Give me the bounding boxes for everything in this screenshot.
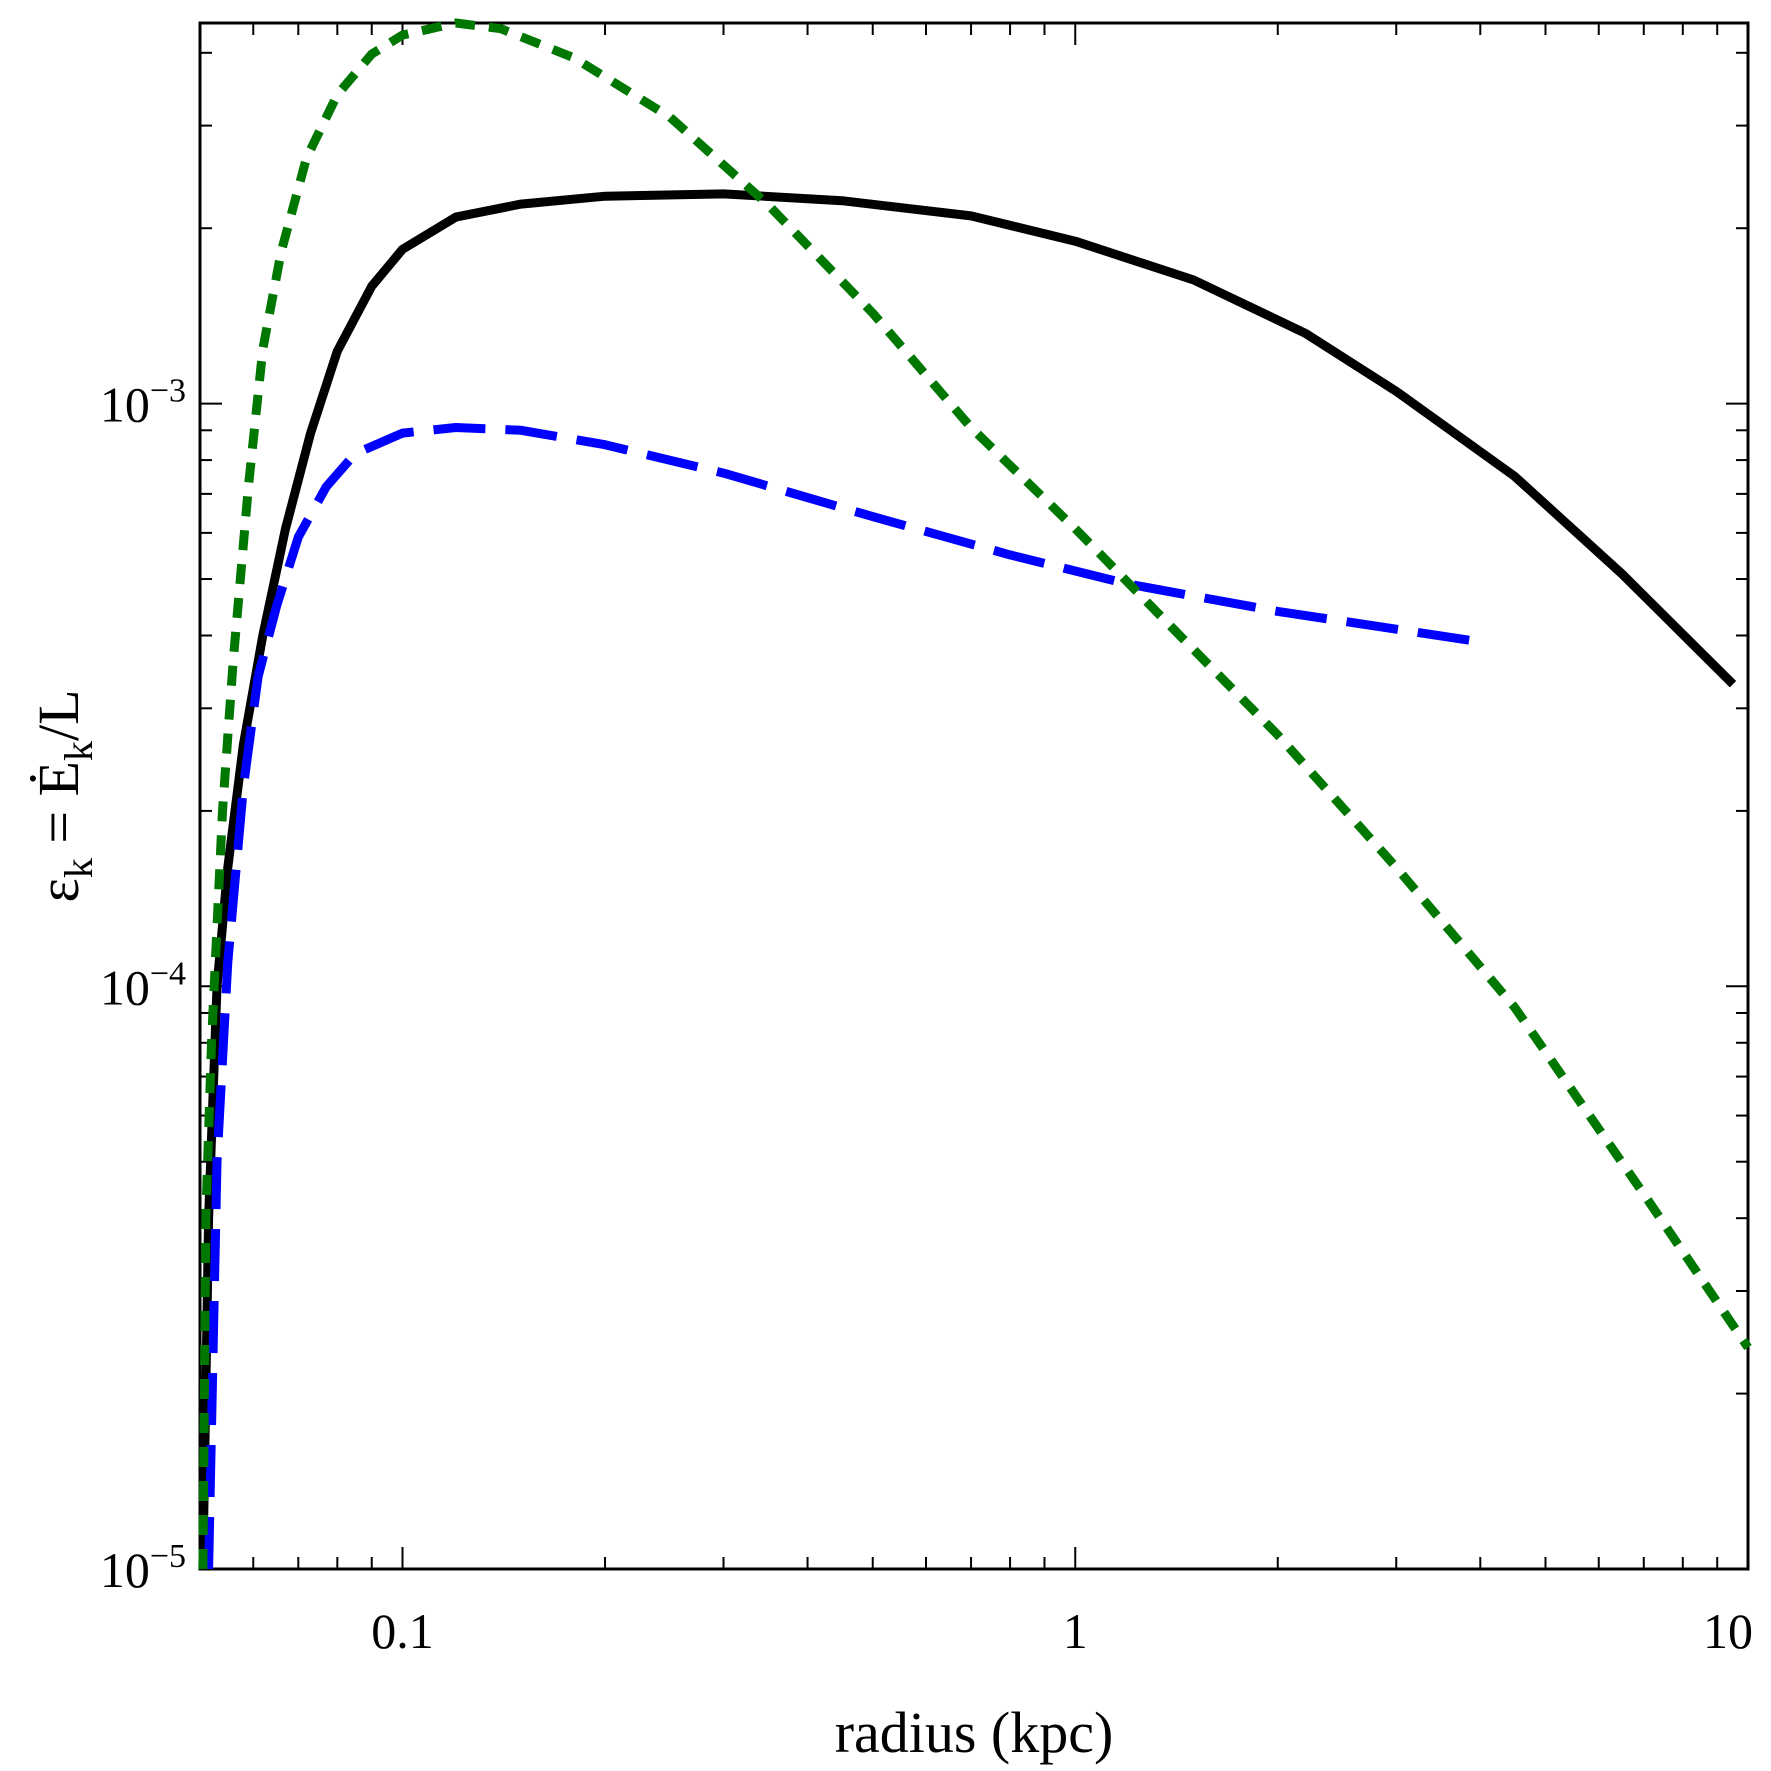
series-line-dashed	[204, 423, 1481, 1570]
y-tick-label: 10−3	[100, 373, 186, 433]
y-tick-label: 10−4	[100, 955, 186, 1015]
y-label-edot: Ė	[26, 761, 91, 796]
y-tick-exponent: −5	[150, 1538, 186, 1575]
y-tick-labels: 10−510−410−3	[100, 373, 186, 1598]
x-tick-labels: 0.1 1 10	[371, 1603, 1753, 1659]
x-axis-label: radius (kpc)	[835, 1700, 1114, 1765]
x-tick-label: 10	[1703, 1603, 1753, 1659]
x-tick-label: 1	[1063, 1603, 1088, 1659]
y-label-subscript-2: k	[56, 741, 101, 761]
plot-frame	[198, 21, 1750, 1571]
y-tick-base: 10	[100, 959, 150, 1015]
y-label-over-l: /L	[26, 689, 91, 741]
y-tick-exponent: −4	[150, 955, 186, 992]
series-layer	[198, 18, 1752, 1570]
y-tick-label: 10−5	[100, 1538, 186, 1598]
y-tick-base: 10	[100, 377, 150, 433]
y-axis-label: εk = Ėk/L	[26, 689, 101, 902]
y-tick-base: 10	[100, 1542, 150, 1598]
y-label-subscript: k	[56, 858, 101, 878]
y-label-equals: =	[26, 796, 91, 858]
x-tick-label: 0.1	[371, 1603, 434, 1659]
y-label-epsilon: ε	[26, 878, 91, 902]
series-line-solid	[198, 189, 1737, 1570]
y-tick-exponent: −3	[150, 373, 186, 410]
series-line-dotted	[198, 18, 1752, 1570]
axis-ticks	[199, 23, 1749, 1570]
